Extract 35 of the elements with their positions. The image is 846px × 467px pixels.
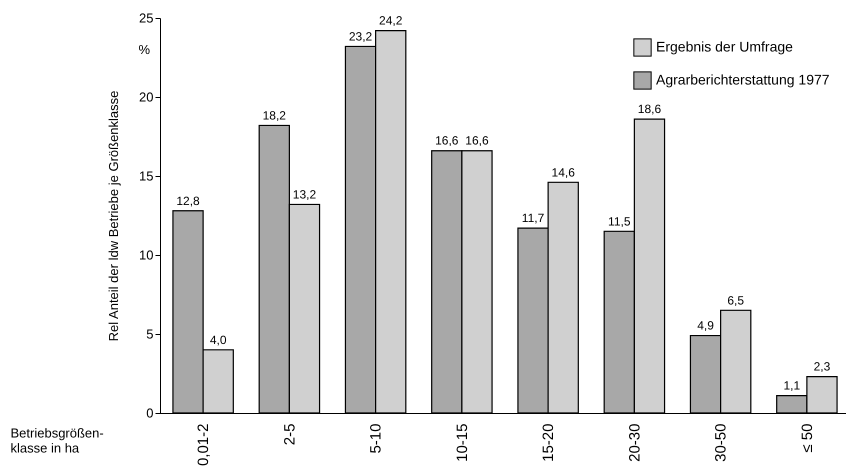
x-tick-label: 10-15: [454, 424, 471, 462]
x-tick-label: 15-20: [540, 424, 558, 462]
data-label: 24,2: [379, 14, 403, 28]
legend-label: Ergebnis der Umfrage: [656, 38, 794, 54]
x-tick-label: 5-10: [368, 424, 385, 454]
y-axis-title: Rel Anteil der ldw Betriebe je Größenklasse: [106, 90, 122, 342]
data-label: 12,8: [176, 194, 200, 208]
data-label: 4,0: [210, 332, 227, 347]
data-label: 4,9: [697, 318, 714, 333]
y-tick-label: 15: [139, 168, 154, 184]
y-tick-label: 10: [139, 248, 154, 262]
data-label: 13,2: [292, 187, 316, 202]
x-tick-label: ≤ 50: [798, 424, 816, 453]
data-label: 11,5: [608, 214, 631, 228]
x-tick-label: 0,01-2: [195, 424, 212, 466]
data-label: 14,6: [552, 165, 576, 180]
data-label: 18,6: [638, 102, 662, 116]
x-tick-label: 20-30: [626, 424, 644, 462]
data-label: 1,1: [783, 378, 800, 393]
data-label: 2,3: [814, 360, 831, 374]
data-label: 18,2: [262, 108, 286, 122]
x-tick-label: 2-5: [281, 424, 298, 446]
data-label: 16,6: [435, 134, 459, 148]
data-label: 16,6: [465, 134, 489, 148]
data-label: 23,2: [348, 29, 373, 44]
text: %: [138, 42, 150, 57]
y-tick-label: 25: [139, 10, 154, 26]
data-label: 6,5: [727, 293, 744, 308]
x-axis-title: Betriebsgrößen- klasse in ha: [10, 426, 104, 456]
x-tick-label: 30-50: [712, 424, 730, 462]
data-label: 11,7: [522, 211, 545, 226]
legend-label: Agrarberichterstattung 1977: [656, 72, 830, 88]
y-tick-label: 5: [146, 326, 154, 342]
y-tick-label: 20: [139, 90, 154, 104]
y-tick-label: 0: [146, 406, 154, 420]
